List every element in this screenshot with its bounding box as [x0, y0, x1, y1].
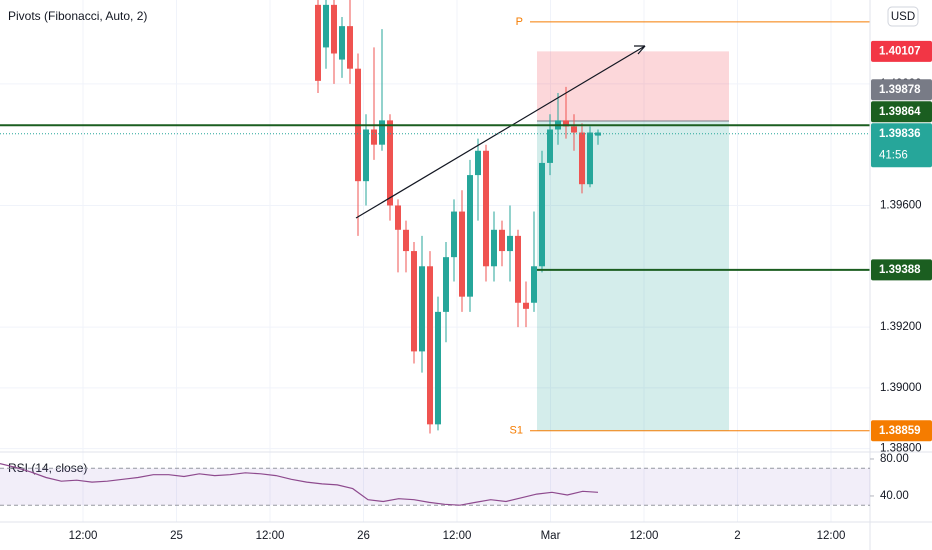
trend-arrow: [634, 45, 646, 55]
candle-body: [395, 205, 401, 230]
candle-body: [323, 4, 329, 48]
x-tick-label: 12:00: [443, 530, 472, 542]
price-badge-label: 1.39388: [879, 264, 921, 276]
candle-body: [547, 129, 553, 163]
candle-body: [515, 235, 521, 303]
price-badge-label: 1.38859: [879, 425, 921, 437]
candle-body: [579, 132, 585, 185]
price-badge: [871, 420, 932, 442]
candle-body: [475, 150, 481, 176]
candle-body: [467, 175, 473, 297]
price-badge-label: 1.39878: [879, 84, 921, 96]
candle-body: [531, 266, 537, 303]
candle-body: [539, 162, 545, 267]
price-badge-label: 1.39864: [879, 106, 921, 118]
x-tick-label: 12:00: [817, 530, 846, 542]
position-tool: [537, 51, 729, 431]
y-tick-label: 1.39600: [880, 200, 922, 212]
candle-body: [451, 211, 457, 258]
price-badge: [871, 79, 932, 101]
price-badge-label: 1.40107: [879, 45, 921, 57]
price-badge: [871, 123, 932, 168]
y-tick-label: 1.39000: [880, 382, 922, 394]
candle-body: [459, 211, 465, 297]
candle-body: [403, 229, 409, 252]
candle-body: [443, 257, 449, 312]
rsi-band: [0, 468, 870, 506]
rsi-line: [0, 463, 599, 506]
candle-body: [379, 120, 385, 145]
x-tick-label: 12:00: [630, 530, 659, 542]
stop-zone: [537, 51, 729, 121]
candle-body: [427, 266, 433, 425]
candle-body: [363, 129, 369, 182]
x-tick-label: Mar: [541, 530, 561, 542]
x-tick-label: 2: [734, 530, 740, 542]
currency[interactable]: USD: [891, 11, 915, 23]
candle-body: [507, 235, 513, 252]
price-badge: [871, 259, 932, 281]
countdown: 41:56: [879, 149, 908, 161]
candle-body: [523, 302, 529, 309]
candle-body: [571, 126, 577, 133]
x-tick-label: 26: [357, 530, 370, 542]
y-tick-label: 1.38800: [880, 443, 922, 455]
pivot-label: S1: [510, 425, 523, 437]
pivot-label: P: [516, 16, 523, 28]
price-badge-label: 1.39836: [879, 128, 921, 140]
y-tick-label: 1.39200: [880, 321, 922, 333]
candle-body: [419, 266, 425, 352]
candle-body: [491, 229, 497, 267]
target-zone: [537, 120, 729, 431]
candle-body: [371, 129, 377, 145]
x-tick-label: 12:00: [256, 530, 285, 542]
indicator-legend: Pivots (Fibonacci, Auto, 2): [8, 9, 147, 23]
candle-body: [347, 26, 353, 69]
x-tick-label: 25: [170, 530, 183, 542]
candle-body: [483, 150, 489, 267]
grid: [0, 0, 870, 522]
currency-button[interactable]: [887, 6, 919, 27]
candle-body: [387, 120, 393, 206]
overlay: P S1: [0, 16, 870, 437]
x-tick-label: 12:00: [69, 530, 98, 542]
candle-body: [339, 26, 345, 60]
candle-body: [411, 251, 417, 352]
rsi-tick-label: 80.00: [880, 453, 909, 465]
trend-line: [355, 45, 646, 219]
price-badge: [871, 40, 932, 62]
candle-body: [331, 4, 337, 54]
candle-body: [435, 311, 441, 425]
candle-body: [587, 132, 593, 185]
candle-body: [315, 4, 321, 81]
candle-body: [563, 120, 569, 127]
price-badge: [871, 101, 932, 123]
candle-body: [499, 229, 505, 252]
rsi-tick-label: 40.00: [880, 490, 909, 502]
